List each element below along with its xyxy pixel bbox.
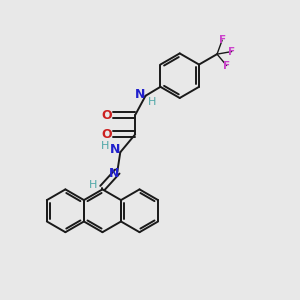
Text: O: O — [102, 109, 112, 122]
Text: F: F — [228, 46, 235, 57]
Text: F: F — [223, 61, 230, 70]
Text: N: N — [109, 167, 119, 179]
Text: H: H — [100, 141, 109, 151]
Text: H: H — [89, 180, 97, 190]
Text: N: N — [110, 143, 120, 156]
Text: F: F — [219, 35, 226, 45]
Text: O: O — [102, 128, 112, 141]
Text: N: N — [135, 88, 146, 101]
Text: H: H — [148, 97, 156, 107]
